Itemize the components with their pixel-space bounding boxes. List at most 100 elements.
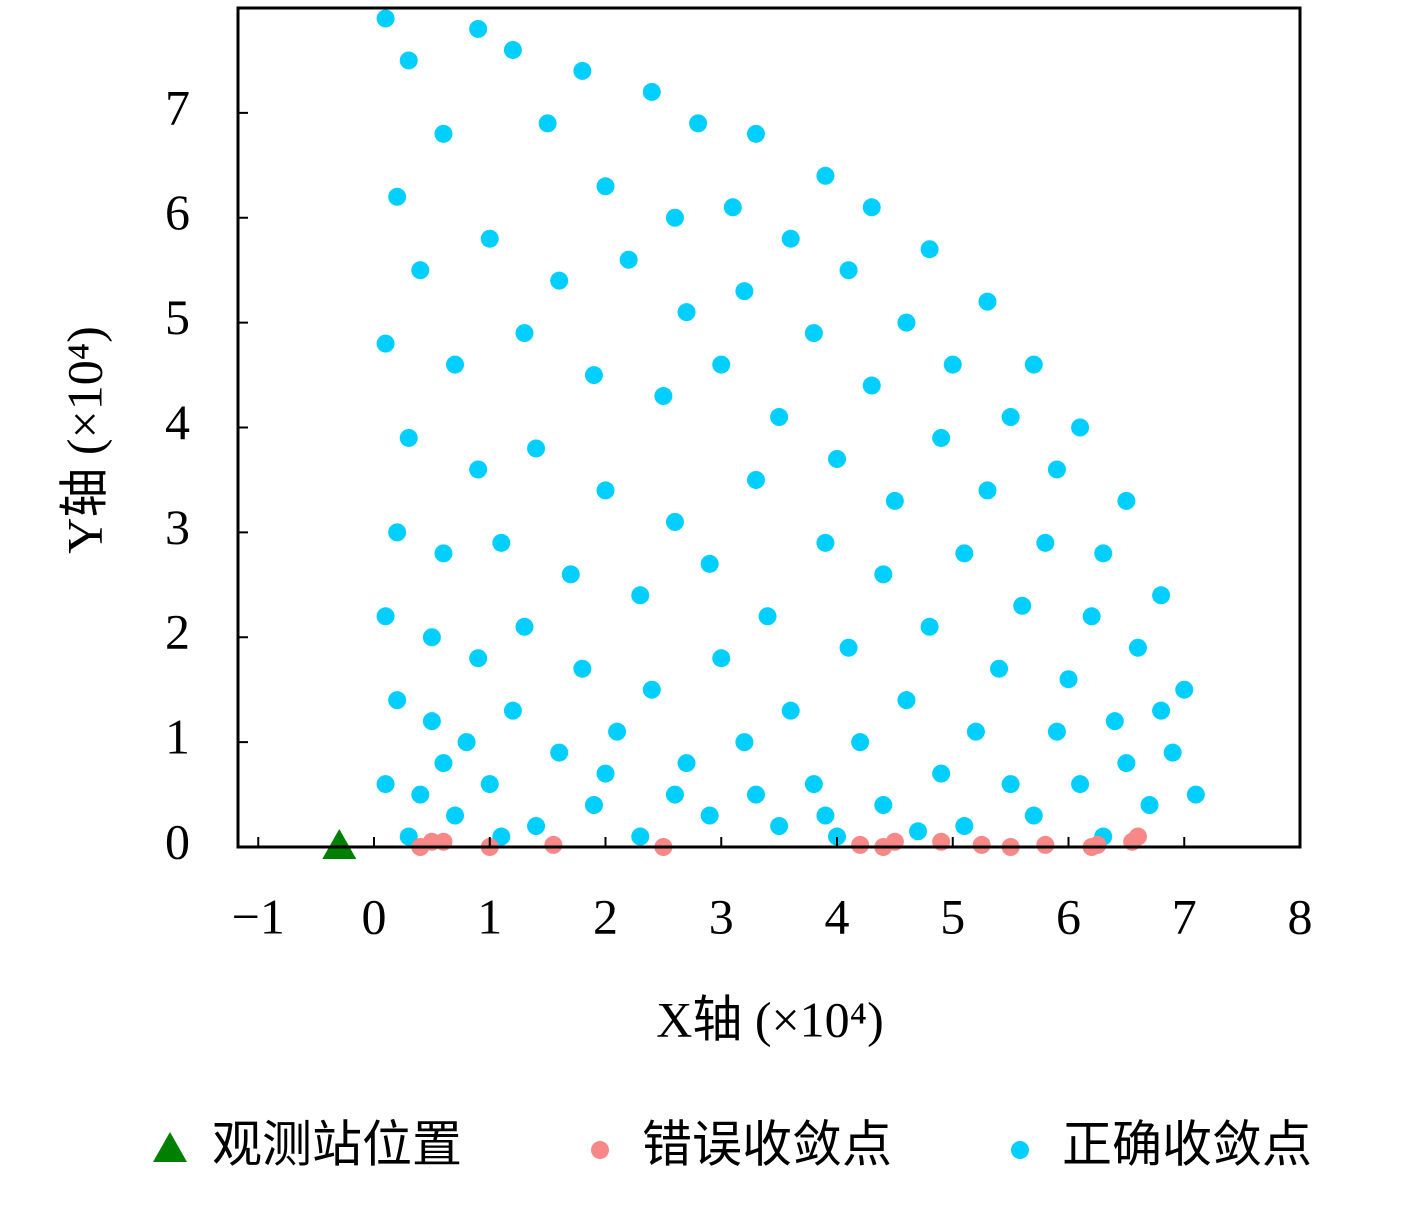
point bbox=[596, 764, 615, 783]
point bbox=[550, 743, 569, 762]
point bbox=[758, 607, 777, 626]
point bbox=[723, 198, 742, 217]
point bbox=[573, 659, 592, 678]
point bbox=[828, 827, 847, 846]
point bbox=[399, 428, 418, 447]
legend-marker bbox=[1011, 1141, 1029, 1159]
point bbox=[1001, 775, 1020, 794]
x-tick-label: 4 bbox=[825, 888, 850, 944]
point bbox=[1013, 596, 1032, 615]
point bbox=[538, 114, 557, 133]
point bbox=[770, 408, 789, 427]
point bbox=[573, 61, 592, 80]
point bbox=[1071, 418, 1090, 437]
point bbox=[1128, 638, 1147, 657]
point bbox=[434, 544, 453, 563]
x-tick-label: 5 bbox=[940, 888, 965, 944]
point bbox=[1105, 712, 1124, 731]
point bbox=[1175, 680, 1194, 699]
point bbox=[1140, 796, 1159, 815]
point bbox=[700, 806, 719, 825]
point bbox=[874, 796, 893, 815]
point bbox=[469, 19, 488, 38]
point bbox=[1082, 607, 1101, 626]
point bbox=[828, 449, 847, 468]
point bbox=[457, 733, 476, 752]
point bbox=[631, 827, 650, 846]
point bbox=[434, 754, 453, 773]
point bbox=[642, 82, 661, 101]
point bbox=[781, 229, 800, 248]
point bbox=[642, 680, 661, 699]
point bbox=[1024, 806, 1043, 825]
point bbox=[932, 764, 951, 783]
point bbox=[851, 733, 870, 752]
point bbox=[735, 282, 754, 301]
point bbox=[978, 481, 997, 500]
point bbox=[608, 722, 627, 741]
legend-label: 正确收敛点 bbox=[1062, 1116, 1312, 1172]
point bbox=[874, 565, 893, 584]
point bbox=[422, 712, 441, 731]
point bbox=[1163, 743, 1182, 762]
point bbox=[446, 806, 465, 825]
point bbox=[816, 806, 835, 825]
point bbox=[388, 523, 407, 542]
point bbox=[990, 659, 1009, 678]
point bbox=[411, 261, 430, 280]
point bbox=[966, 722, 985, 741]
point bbox=[746, 124, 765, 143]
x-tick-label: 1 bbox=[477, 888, 502, 944]
plot-frame bbox=[236, 6, 1302, 849]
point bbox=[515, 324, 534, 343]
point bbox=[955, 817, 974, 836]
point bbox=[399, 51, 418, 70]
point bbox=[1152, 586, 1171, 605]
point bbox=[1117, 754, 1136, 773]
point bbox=[1186, 785, 1205, 804]
point bbox=[527, 439, 546, 458]
point bbox=[1001, 408, 1020, 427]
legend-label: 错误收敛点 bbox=[642, 1116, 892, 1172]
point bbox=[804, 775, 823, 794]
point bbox=[897, 313, 916, 332]
y-tick-label: 4 bbox=[165, 394, 190, 450]
point bbox=[515, 617, 534, 636]
point bbox=[561, 565, 580, 584]
point bbox=[746, 470, 765, 489]
point bbox=[862, 376, 881, 395]
point bbox=[943, 355, 962, 374]
point bbox=[700, 554, 719, 573]
y-tick-label: 5 bbox=[165, 289, 190, 345]
point bbox=[550, 271, 569, 290]
x-tick-label: 0 bbox=[362, 888, 387, 944]
point bbox=[1071, 775, 1090, 794]
point bbox=[388, 691, 407, 710]
y-axis-label: Y轴 (×10⁴) bbox=[56, 326, 112, 554]
point bbox=[1047, 722, 1066, 741]
point bbox=[1128, 827, 1147, 846]
point bbox=[712, 355, 731, 374]
point bbox=[596, 481, 615, 500]
point bbox=[480, 775, 499, 794]
point bbox=[746, 785, 765, 804]
point bbox=[388, 187, 407, 206]
x-tick-label: 3 bbox=[709, 888, 734, 944]
point bbox=[503, 40, 522, 59]
point bbox=[920, 617, 939, 636]
point bbox=[469, 460, 488, 479]
point bbox=[411, 785, 430, 804]
point bbox=[1047, 460, 1066, 479]
point bbox=[909, 822, 928, 841]
point bbox=[955, 544, 974, 563]
point bbox=[469, 649, 488, 668]
y-tick-label: 6 bbox=[165, 184, 190, 240]
point bbox=[816, 533, 835, 552]
point bbox=[735, 733, 754, 752]
point bbox=[712, 649, 731, 668]
point bbox=[897, 691, 916, 710]
point bbox=[689, 114, 708, 133]
point bbox=[1117, 491, 1136, 510]
x-tick-label: 2 bbox=[593, 888, 618, 944]
y-tick-label: 2 bbox=[165, 604, 190, 660]
